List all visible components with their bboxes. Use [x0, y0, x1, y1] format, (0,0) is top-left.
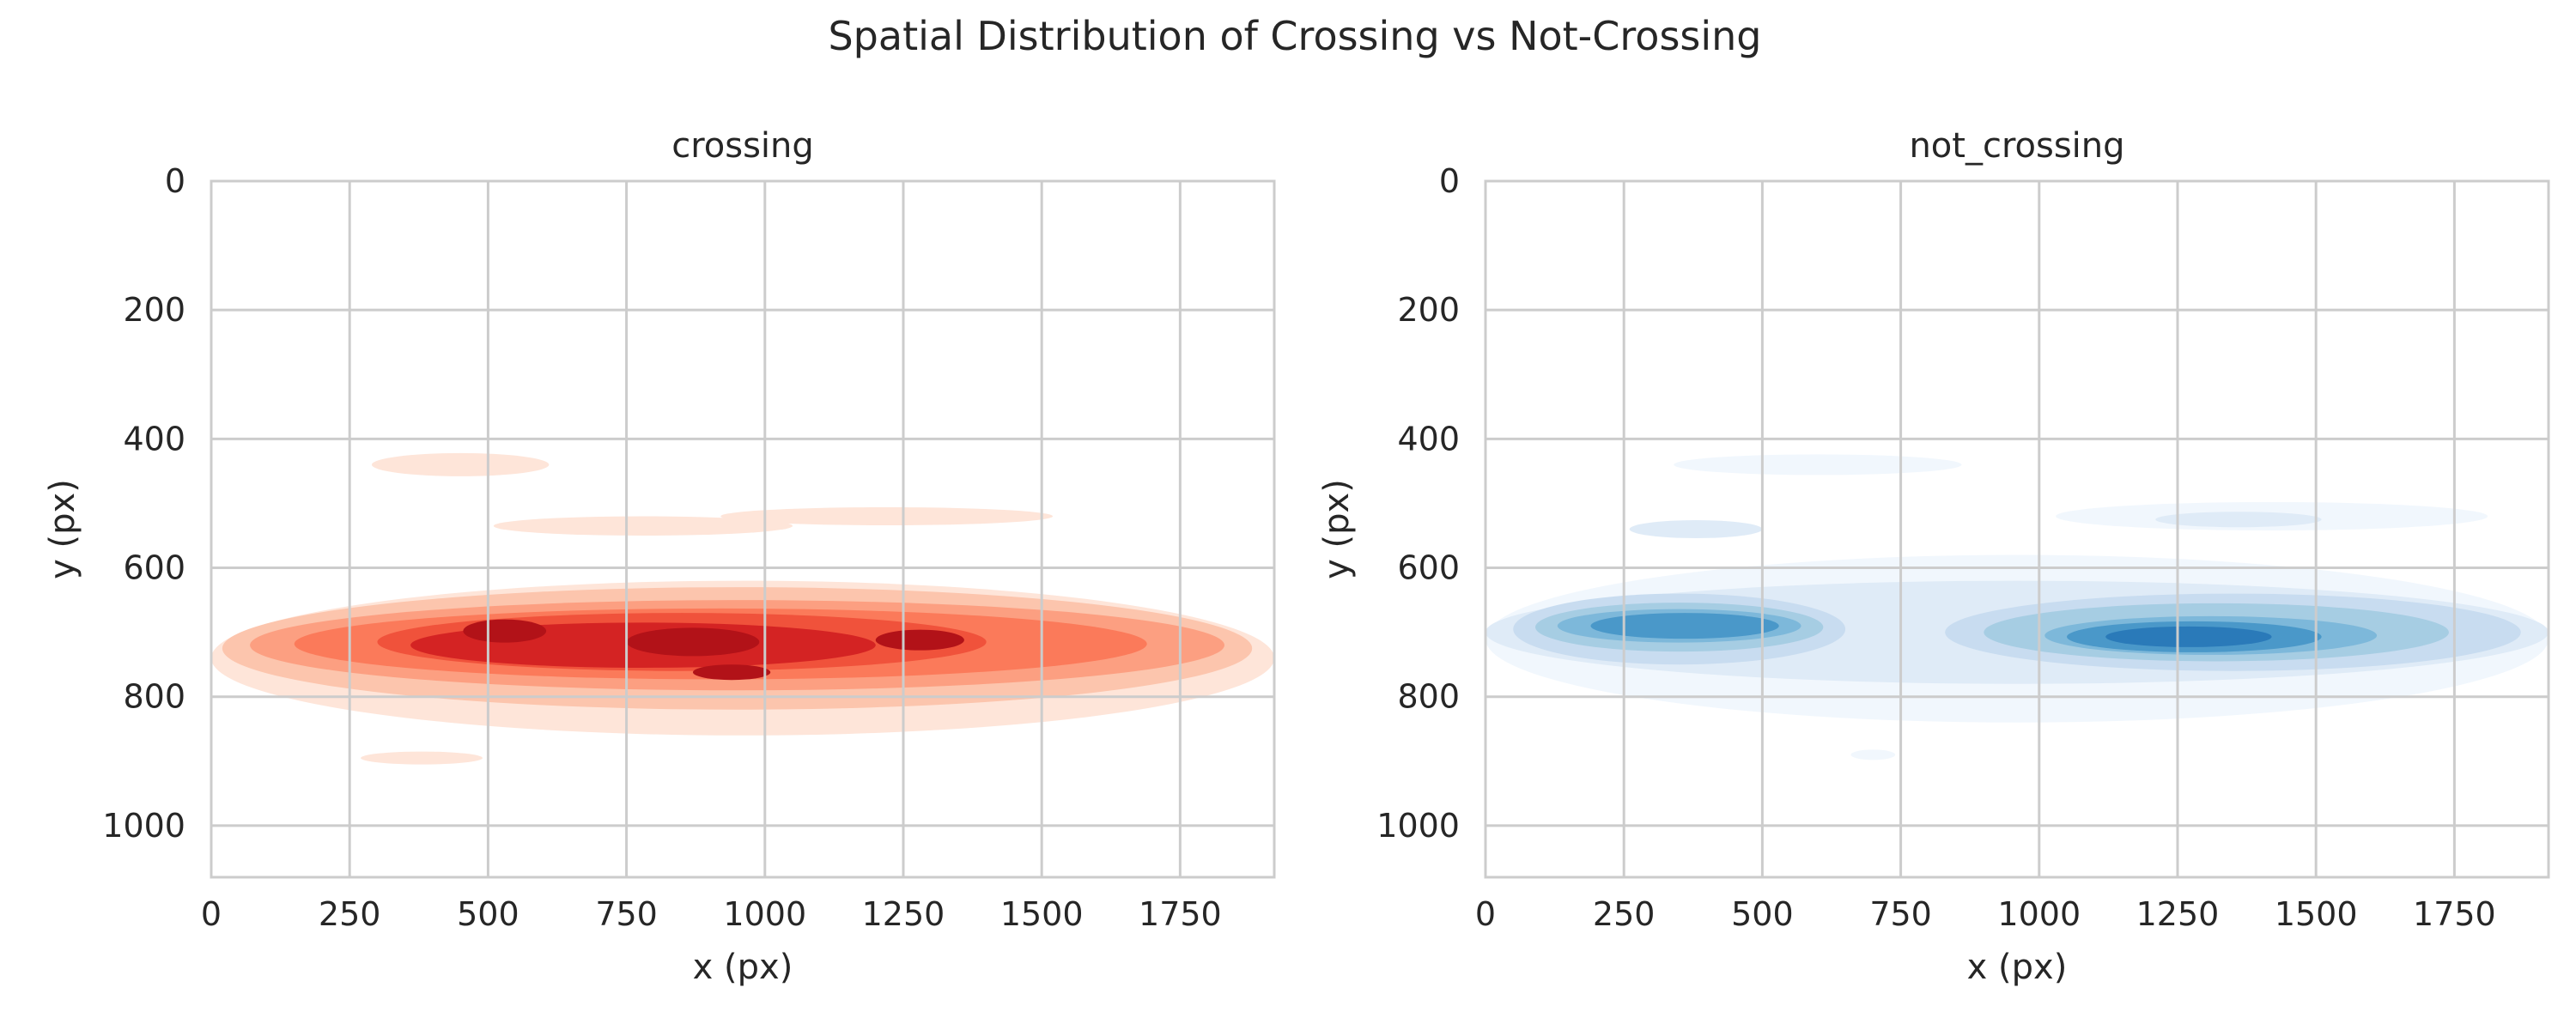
- y-tick-labels: 0 200 400 600 800 1000: [102, 162, 185, 845]
- y-axis-label: y (px): [1317, 479, 1357, 579]
- x-tick-labels: 0 250 500 750 1000 1250 1500 1750: [201, 895, 1222, 933]
- axes-frame: [210, 179, 1276, 879]
- x-tick-label: 1500: [2275, 895, 2358, 933]
- figure-title: Spatial Distribution of Crossing vs Not-…: [828, 13, 1761, 59]
- density-contour-level-1: [493, 516, 793, 536]
- panel-not-crossing: 0 250 500 750 1000 1250 1500 1750 0 200 400 600 800…: [1317, 126, 2550, 987]
- density-contour-level-7: [463, 619, 547, 643]
- x-tick-labels: 0 250 500 750 1000 1250 1500 1750: [1475, 895, 2496, 933]
- density-contour-level-2: [2155, 512, 2322, 528]
- x-tick-label: 750: [595, 895, 658, 933]
- density-contour-level-1: [1674, 454, 1962, 476]
- density-contour-level-1: [1850, 749, 1896, 760]
- x-tick-label: 0: [201, 895, 222, 933]
- x-tick-label: 1000: [723, 895, 806, 933]
- density-contour-level-1: [371, 452, 550, 476]
- density-contour-level-1: [720, 506, 1054, 525]
- y-tick-label: 800: [123, 678, 185, 716]
- x-tick-label: 250: [1593, 895, 1656, 933]
- grid-lines: [1484, 179, 2549, 877]
- density-contour-level-1: [361, 751, 483, 765]
- y-tick-label: 400: [123, 420, 185, 457]
- y-tick-label: 1000: [102, 807, 185, 845]
- y-tick-label: 400: [1397, 420, 1460, 457]
- y-tick-label: 600: [123, 549, 185, 587]
- x-tick-label: 1000: [1997, 895, 2081, 933]
- y-tick-label: 600: [1397, 549, 1460, 587]
- x-tick-label: 1500: [1000, 895, 1084, 933]
- x-tick-label: 750: [1869, 895, 1932, 933]
- y-tick-label: 800: [1397, 678, 1460, 716]
- density-contour-level-7: [626, 627, 760, 657]
- axes-frame: [1484, 179, 2550, 879]
- x-axis-label: x (px): [693, 948, 793, 987]
- x-tick-label: 1250: [862, 895, 945, 933]
- y-tick-label: 0: [1439, 162, 1460, 200]
- x-tick-label: 0: [1475, 895, 1496, 933]
- y-tick-label: 1000: [1376, 807, 1460, 845]
- x-axis-label: x (px): [1967, 948, 2068, 987]
- y-tick-labels: 0 200 400 600 800 1000: [1376, 162, 1460, 845]
- panel-crossing: 0 250 500 750 1000 1250 1500 1750 0 200 400 600 800…: [43, 126, 1276, 987]
- y-axis-label: y (px): [43, 479, 82, 579]
- x-tick-label: 250: [319, 895, 381, 933]
- y-tick-label: 0: [165, 162, 185, 200]
- density-contour-level-2: [1629, 519, 1763, 539]
- density-contour-level-7: [692, 664, 771, 681]
- grid-lines: [210, 179, 1274, 877]
- y-tick-label: 200: [1397, 291, 1460, 329]
- density-contour-level-7: [2105, 626, 2272, 647]
- x-tick-label: 1750: [2413, 895, 2496, 933]
- y-tick-label: 200: [123, 291, 185, 329]
- x-tick-label: 500: [1731, 895, 1794, 933]
- density-contour-level-6: [1590, 613, 1779, 639]
- x-tick-label: 1250: [2136, 895, 2220, 933]
- subplot-title: not_crossing: [1909, 126, 2124, 166]
- density-contours: [1485, 454, 2549, 760]
- x-tick-label: 500: [457, 895, 519, 933]
- x-tick-label: 1750: [1139, 895, 1222, 933]
- density-contour-level-7: [875, 629, 964, 651]
- subplot-title: crossing: [671, 126, 814, 166]
